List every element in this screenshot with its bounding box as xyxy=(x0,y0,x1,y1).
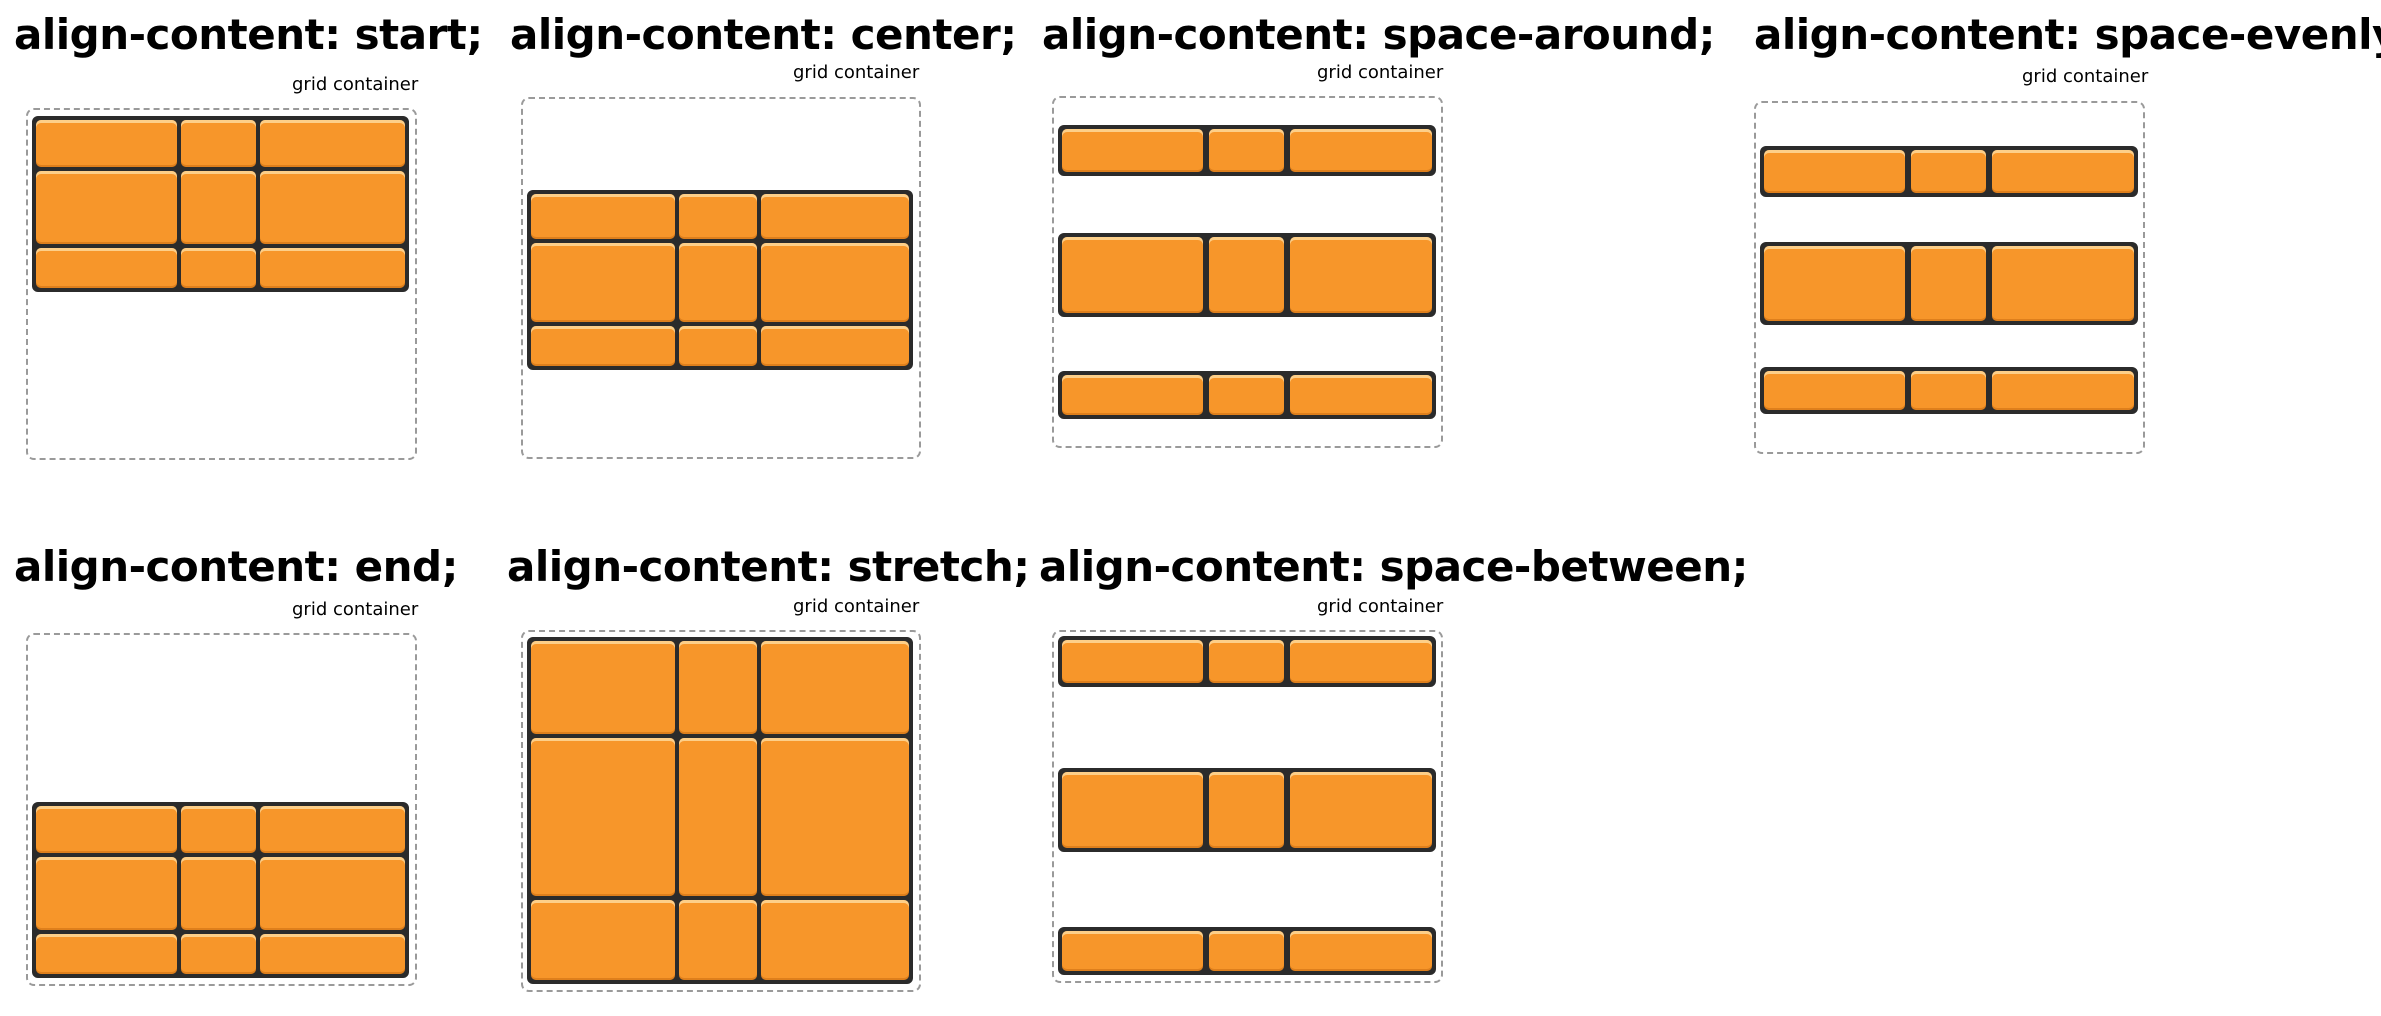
grid-item xyxy=(1911,246,1986,321)
grid-item xyxy=(1290,772,1432,848)
grid-row xyxy=(1058,768,1436,852)
panel-title: align-content: start; xyxy=(14,10,483,59)
grid-item xyxy=(260,806,405,853)
grid-item xyxy=(679,243,757,322)
grid-item xyxy=(1290,237,1432,313)
grid-container xyxy=(26,633,417,986)
grid-container xyxy=(1754,101,2145,454)
grid-row xyxy=(1760,146,2138,197)
grid-item xyxy=(260,120,405,167)
grid-items xyxy=(527,637,913,984)
grid-item xyxy=(761,641,909,734)
grid-item xyxy=(679,326,757,366)
grid-item xyxy=(181,857,256,930)
grid-item xyxy=(1209,772,1284,848)
grid-item xyxy=(260,248,405,288)
grid-item xyxy=(531,641,675,734)
grid-container-label: grid container xyxy=(292,599,419,620)
grid-item xyxy=(1062,375,1203,415)
grid-item xyxy=(1764,371,1905,410)
panel-title: align-content: space-evenly; xyxy=(1754,10,2381,59)
grid-container-label: grid container xyxy=(292,74,419,95)
grid-item xyxy=(1764,246,1905,321)
grid-item xyxy=(260,934,405,974)
grid-item xyxy=(181,120,256,167)
grid-item xyxy=(761,243,909,322)
grid-item xyxy=(531,900,675,980)
grid-item xyxy=(1062,129,1203,172)
grid-item xyxy=(679,900,757,980)
grid-item xyxy=(36,171,177,244)
grid-row xyxy=(1760,242,2138,325)
grid-row xyxy=(1058,927,1436,975)
grid-item xyxy=(181,171,256,244)
grid-row xyxy=(1058,233,1436,317)
grid-item xyxy=(1992,150,2134,193)
grid-container xyxy=(1052,630,1443,983)
grid-item xyxy=(1992,246,2134,321)
grid-item xyxy=(1764,150,1905,193)
grid-item xyxy=(531,194,675,239)
grid-item xyxy=(1062,237,1203,313)
grid-items xyxy=(32,116,409,292)
grid-item xyxy=(1062,931,1203,971)
grid-item xyxy=(1290,129,1432,172)
grid-item xyxy=(1062,772,1203,848)
grid-item xyxy=(1911,371,1986,410)
grid-item xyxy=(679,641,757,734)
grid-item xyxy=(761,900,909,980)
grid-item xyxy=(1209,129,1284,172)
grid-item xyxy=(1992,371,2134,410)
grid-container xyxy=(1052,96,1443,448)
grid-item xyxy=(679,738,757,896)
grid-container-label: grid container xyxy=(2022,66,2149,87)
grid-item xyxy=(36,120,177,167)
grid-item xyxy=(1209,375,1284,415)
grid-item xyxy=(36,248,177,288)
grid-container-label: grid container xyxy=(1317,62,1444,83)
grid-container-label: grid container xyxy=(793,62,920,83)
grid-item xyxy=(531,738,675,896)
grid-item xyxy=(1911,150,1986,193)
grid-item xyxy=(260,171,405,244)
grid-item xyxy=(1209,931,1284,971)
grid-item xyxy=(1209,640,1284,683)
grid-item xyxy=(1290,931,1432,971)
grid-item xyxy=(36,857,177,930)
grid-item xyxy=(181,248,256,288)
grid-item xyxy=(181,934,256,974)
grid-container-label: grid container xyxy=(1317,596,1444,617)
grid-item xyxy=(761,326,909,366)
grid-item xyxy=(531,326,675,366)
panel-title: align-content: space-around; xyxy=(1042,10,1715,59)
grid-items xyxy=(527,190,913,370)
grid-container xyxy=(521,97,921,459)
grid-container xyxy=(26,108,417,460)
grid-item xyxy=(679,194,757,239)
grid-item xyxy=(761,194,909,239)
grid-item xyxy=(1062,640,1203,683)
panel-title: align-content: space-between; xyxy=(1039,542,1748,591)
grid-item xyxy=(36,806,177,853)
grid-row xyxy=(1760,367,2138,414)
panel-title: align-content: center; xyxy=(510,10,1017,59)
grid-container-label: grid container xyxy=(793,596,920,617)
grid-container xyxy=(521,630,921,992)
grid-item xyxy=(181,806,256,853)
grid-item xyxy=(1209,237,1284,313)
grid-item xyxy=(36,934,177,974)
grid-item xyxy=(761,738,909,896)
panel-title: align-content: end; xyxy=(14,542,458,591)
grid-items xyxy=(32,802,409,978)
grid-item xyxy=(260,857,405,930)
panel-title: align-content: stretch; xyxy=(507,542,1030,591)
grid-item xyxy=(1290,375,1432,415)
grid-item xyxy=(531,243,675,322)
grid-row xyxy=(1058,371,1436,419)
grid-row xyxy=(1058,125,1436,176)
grid-item xyxy=(1290,640,1432,683)
grid-row xyxy=(1058,636,1436,687)
